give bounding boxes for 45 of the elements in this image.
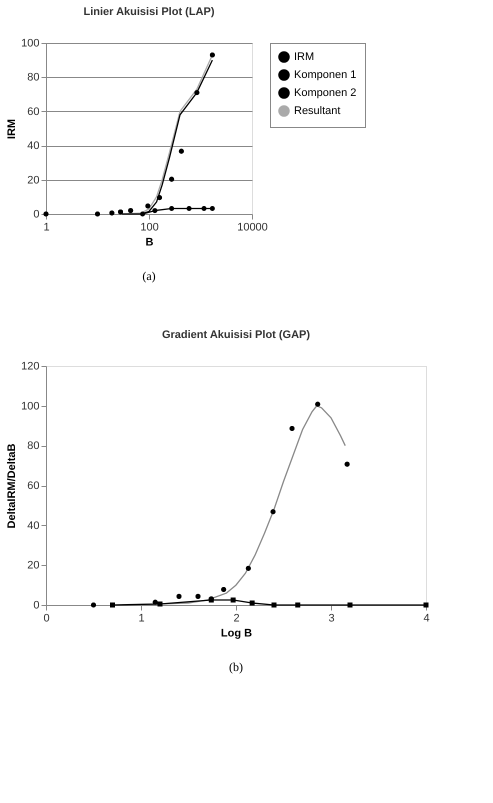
point	[344, 462, 350, 467]
x-tick-label: 10000	[237, 222, 268, 234]
y-tick-label: 120	[21, 360, 40, 372]
legend-label: Resultant	[294, 105, 340, 117]
text: (b)	[229, 660, 243, 674]
chart-title: Gradient Akuisisi Plot (GAP)	[162, 329, 310, 341]
legend-label: Komponen 1	[294, 69, 356, 81]
point	[315, 402, 320, 407]
y-tick-label: 60	[27, 106, 40, 118]
text: (a)	[142, 269, 156, 283]
y-tick-label: 20	[27, 560, 40, 572]
point	[110, 602, 115, 608]
y-tick-label: 60	[27, 480, 40, 492]
x-tick-label: 4	[423, 612, 430, 624]
x-tick-label: 3	[328, 612, 335, 624]
x-tick-label: 100	[140, 222, 159, 234]
point	[246, 566, 251, 571]
point	[290, 426, 295, 432]
y-axis-title: DeltaIRM/DeltaB	[6, 443, 18, 528]
y-tick-label: 100	[21, 400, 40, 412]
y-tick-label: 80	[27, 440, 40, 452]
point	[424, 602, 428, 608]
point	[91, 602, 96, 608]
y-tick-label: 40	[27, 520, 40, 532]
y-tick-label: 20	[27, 174, 40, 186]
y-tick-label: 0	[33, 208, 40, 220]
point	[152, 600, 158, 605]
x-axis-title: B	[146, 236, 154, 248]
point	[221, 586, 226, 592]
legend-label: Komponen 2	[294, 87, 356, 99]
y-axis-title: IRM	[6, 118, 18, 140]
chart-title: Linier Akuisisi Plot (LAP)	[84, 6, 215, 18]
point	[176, 594, 182, 599]
x-tick-label: 0	[43, 612, 50, 624]
x-axis-title: Log B	[220, 628, 252, 640]
point	[270, 509, 276, 514]
y-tick-label: 40	[27, 140, 40, 152]
y-tick-label: 100	[21, 38, 40, 50]
x-tick-label: 2	[233, 612, 240, 624]
y-tick-label: 80	[27, 72, 40, 84]
legend-label: IRM	[294, 51, 314, 63]
x-tick-label: 1	[43, 222, 50, 234]
y-tick-label: 0	[33, 600, 40, 612]
x-tick-label: 1	[138, 612, 145, 624]
point	[196, 594, 200, 599]
